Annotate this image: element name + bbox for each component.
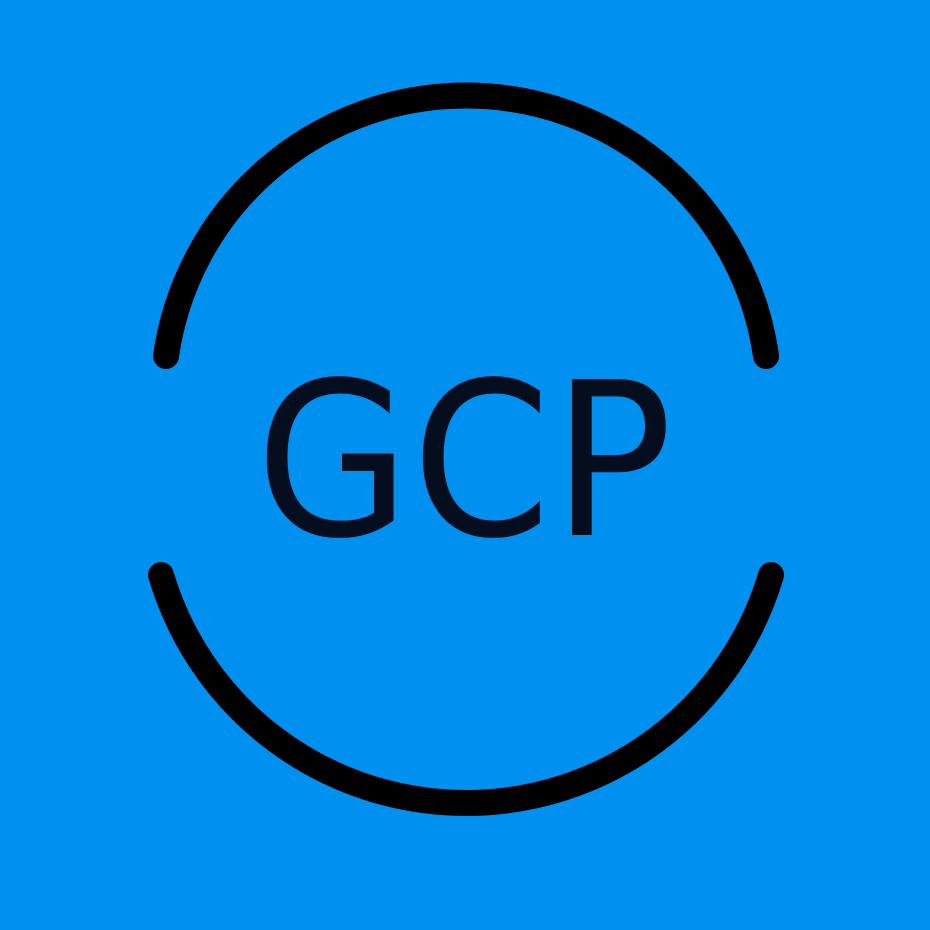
ring-top-arc [153,82,779,369]
ring-bottom-arc [148,562,784,816]
logo-wordmark: GCP [255,337,675,586]
